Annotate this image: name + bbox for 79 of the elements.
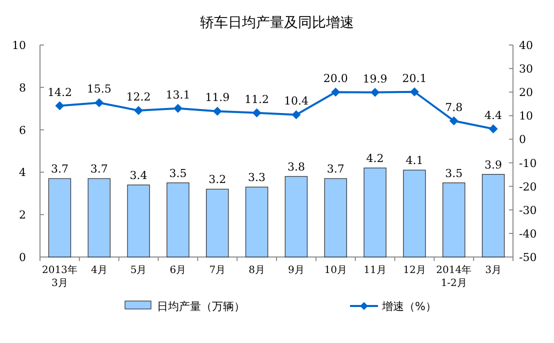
y2-tick-label: -20 (519, 180, 537, 194)
x-tick-label: 2014年 1-2月 (436, 264, 472, 289)
point (370, 88, 380, 97)
data-label: 3.5 (169, 166, 187, 180)
data-label: 4.1 (406, 154, 424, 168)
data-label: 11.9 (205, 91, 230, 104)
data-label: 3.7 (90, 162, 108, 176)
data-label: 3.8 (287, 160, 305, 174)
bar (324, 178, 347, 258)
point (173, 104, 182, 113)
x-tick-label: 7月 (209, 265, 226, 276)
data-label: 4.2 (366, 152, 384, 165)
chart-title: 轿车日均产量及同比增速 (200, 15, 354, 31)
y2-tick-label: -40 (519, 227, 537, 240)
data-label: 3.3 (248, 171, 266, 184)
point (212, 106, 222, 116)
bar (127, 184, 150, 258)
x-tick-label: 5月 (130, 265, 147, 276)
y2-tick-label: -30 (519, 204, 537, 217)
data-label: 3.9 (484, 158, 502, 172)
point (488, 124, 498, 134)
y-tick-label: 8 (19, 81, 26, 94)
y2-tick-label: 30 (519, 62, 533, 76)
x-tick-label: 8月 (248, 265, 265, 276)
bar (245, 186, 268, 258)
y2-tick-label: 10 (519, 110, 533, 123)
x-tick-label: 10月 (324, 265, 347, 276)
data-label: 15.5 (86, 82, 112, 96)
x-tick-label: 6月 (170, 265, 186, 276)
y2-tick-label: 0 (519, 133, 526, 146)
y2-tick-label: -10 (519, 156, 537, 170)
data-label: 14.2 (47, 86, 72, 99)
bar (482, 174, 505, 258)
bar (206, 188, 229, 258)
point (449, 116, 458, 126)
y2-tick-label: 20 (519, 86, 533, 100)
x-tick-label: 11月 (364, 265, 386, 276)
x-tick-label: 9月 (288, 265, 304, 276)
point (252, 108, 262, 118)
data-label: 11.2 (244, 92, 270, 106)
legend-label: 增速（%） (381, 300, 436, 313)
y-tick-label: 4 (19, 166, 26, 180)
point (94, 98, 104, 108)
bar (166, 182, 190, 258)
data-label: 3.7 (50, 162, 68, 176)
y-tick-label: 6 (19, 124, 26, 137)
bar (88, 178, 110, 258)
data-label: 3.2 (208, 173, 226, 186)
data-label: 19.9 (362, 72, 388, 86)
x-tick-label: 4月 (90, 265, 108, 276)
data-label: 7.8 (445, 100, 463, 114)
x-tick-label: 12月 (403, 265, 426, 276)
data-label: 12.2 (126, 90, 151, 104)
y-tick-label: 0 (19, 251, 26, 264)
data-label: 3.4 (130, 168, 148, 182)
data-label: 4.4 (484, 108, 502, 122)
bar (284, 176, 308, 258)
data-label: 3.5 (445, 166, 463, 180)
point (410, 87, 419, 96)
bar (364, 168, 386, 258)
data-label: 20.1 (402, 72, 427, 85)
bar (442, 182, 466, 258)
y2-tick-label: -50 (519, 251, 537, 264)
data-label: 13.1 (166, 88, 190, 102)
bar (403, 170, 426, 258)
y-tick-label: 2 (19, 208, 26, 222)
bar (48, 178, 72, 258)
data-label: 20.0 (323, 72, 348, 86)
point (134, 106, 144, 115)
point (331, 88, 340, 97)
y-tick-label: 10 (12, 39, 26, 52)
legend-label: 日均产量（万辆） (157, 300, 245, 313)
point (292, 110, 301, 120)
x-tick-label: 2013年 3月 (42, 264, 78, 289)
y2-tick-label: 40 (519, 39, 533, 52)
data-label: 10.4 (284, 94, 308, 108)
data-label: 3.7 (326, 162, 344, 176)
point (55, 101, 64, 110)
x-tick-label: 3月 (485, 265, 502, 276)
